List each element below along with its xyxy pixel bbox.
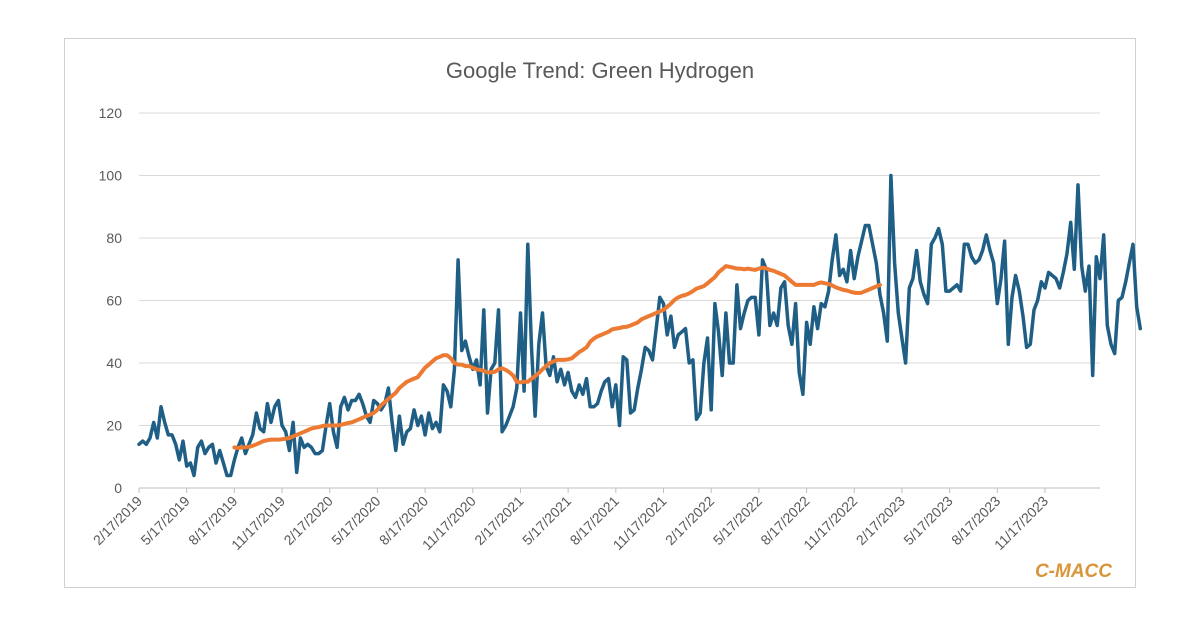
x-tick-label: 5/17/2022 [710,493,766,549]
x-tick-label: 2/17/2022 [662,493,718,549]
chart-frame [64,38,1136,588]
series-line-weekly [137,173,1143,478]
y-tick-label: 0 [114,480,122,496]
x-tick-label: 2/17/2021 [471,493,527,549]
x-tick-label: 5/17/2019 [137,493,193,549]
y-tick-label: 60 [106,293,122,309]
y-tick-label: 100 [99,168,123,184]
x-tick-label: 2/17/2019 [90,493,146,549]
y-tick-label: 20 [106,418,122,434]
x-tick-label: 5/17/2020 [328,493,384,549]
y-tick-label: 40 [106,355,122,371]
y-axis: 0 20 40 60 80 100 120 [99,105,123,496]
x-tick-label: 2/17/2023 [853,493,909,549]
y-tick-label: 80 [106,230,122,246]
x-tick-label: 5/17/2023 [900,493,956,549]
y-tick-label: 120 [99,105,123,121]
chart-title: Google Trend: Green Hydrogen [445,58,755,83]
gridlines [139,112,1100,489]
x-tick-label: 5/17/2021 [519,493,575,549]
x-tick-label: 2/17/2020 [280,493,336,549]
brand-logo-text: C-MACC [1034,561,1112,582]
series-lines [137,173,1143,478]
series-line-moving-average [232,264,882,450]
x-axis: 2/17/20195/17/20198/17/201911/17/20192/1… [90,488,1051,553]
